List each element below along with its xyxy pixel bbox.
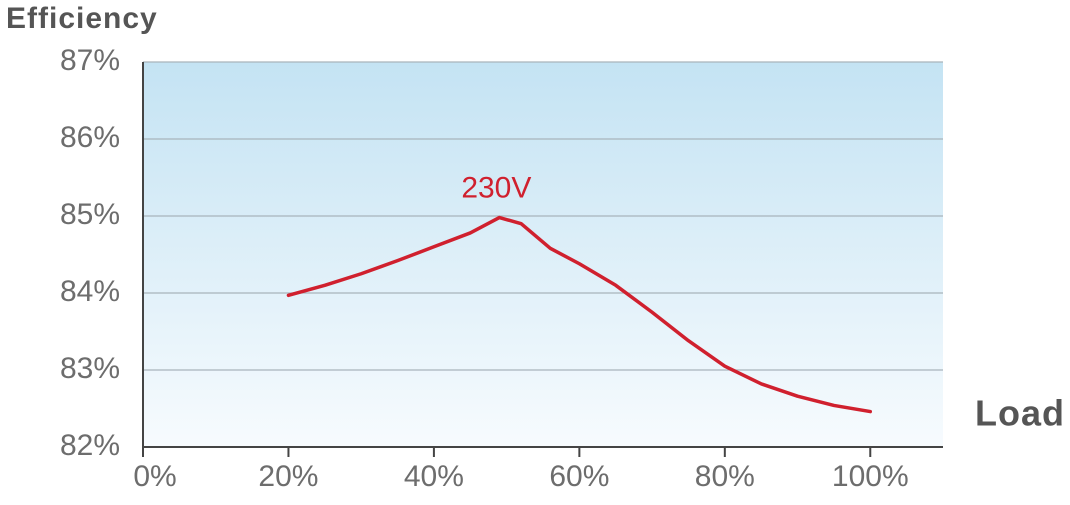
y-tick-label: 86% [60,121,120,154]
y-tick-label: 85% [60,198,120,231]
series-label: 230V [461,171,531,204]
y-tick-label: 87% [60,44,120,77]
x-tick-label: 40% [404,460,464,493]
x-tick-label: 20% [258,460,318,493]
x-tick-label: 60% [549,460,609,493]
y-tick-label: 82% [60,429,120,462]
y-axis-label: Efficiency [6,2,158,35]
x-tick-label: 100% [832,460,909,493]
plot-area [143,62,943,447]
line-series [286,215,873,414]
y-tick-label: 83% [60,352,120,385]
x-axis-label: Load [975,393,1065,434]
y-tick-label: 84% [60,275,120,308]
x-tick-label: 80% [695,460,755,493]
x-tick-label: 0% [133,460,176,493]
